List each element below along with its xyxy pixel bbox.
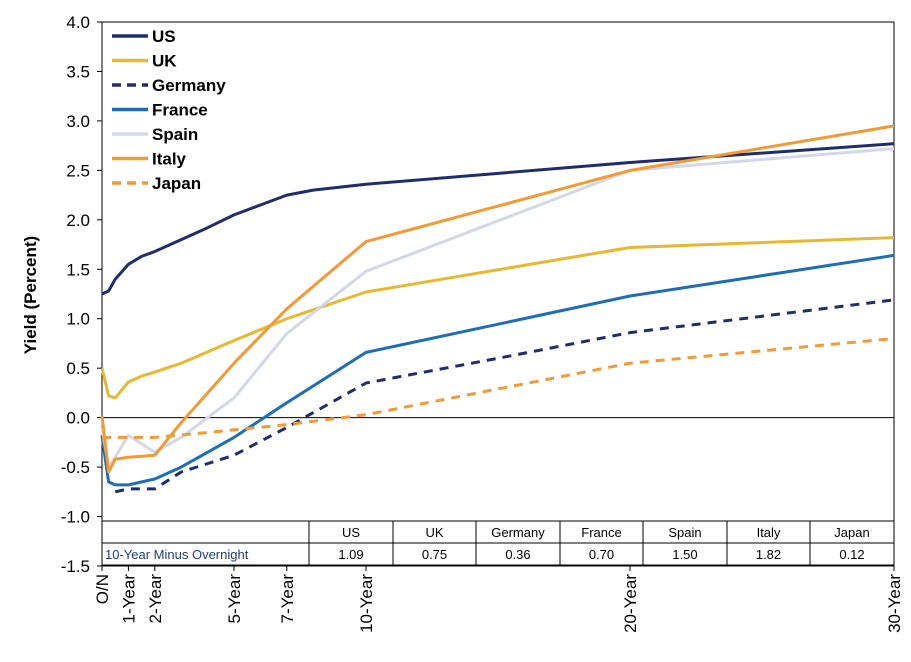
axes-layer: 4.0 3.5 3.0 2.5 2.0 1.5 1.0 0.5 0.0 -0.5 -1.0 -1.5O…: [61, 13, 904, 633]
y-tick-label: 0.5: [66, 359, 90, 378]
table-header-cell: Japan: [834, 525, 869, 540]
table-header-cell: US: [342, 525, 360, 540]
table-value-cell: 0.12: [839, 547, 864, 562]
legend-label-uk: UK: [152, 52, 177, 71]
table-header-cell: Italy: [757, 525, 781, 540]
series-line-uk: [100, 236, 895, 400]
y-tick-label: 2.5: [66, 161, 90, 180]
legend-label-japan: Japan: [152, 174, 201, 193]
y-axis-title: Yield (Percent): [21, 236, 40, 354]
y-tick-label: -1.5: [61, 557, 90, 576]
legend-label-italy: Italy: [152, 150, 187, 169]
table-header-cell: Spain: [668, 525, 701, 540]
table-row-label: 10-Year Minus Overnight: [105, 547, 249, 562]
table-value-cell: 1.09: [338, 547, 363, 562]
table-value-cell: 1.82: [756, 547, 781, 562]
table-value-cell: 0.75: [422, 547, 447, 562]
y-tick-label: 1.0: [66, 310, 90, 329]
series-line-spain: [100, 147, 895, 469]
series-layer: [100, 124, 895, 494]
legend-label-germany: Germany: [152, 76, 226, 95]
legend: US UK Germany France Spain Italy Japan: [112, 27, 226, 193]
table-header-cell: Germany: [491, 525, 545, 540]
series-line-italy: [100, 124, 895, 474]
legend-label-france: France: [152, 101, 208, 120]
x-tick-label: 10-Year: [357, 574, 376, 633]
y-tick-label: 1.5: [66, 260, 90, 279]
series-line-france: [100, 253, 895, 487]
table-value-cell: 0.70: [589, 547, 614, 562]
series-line-us: [101, 142, 895, 296]
legend-label-spain: Spain: [152, 125, 198, 144]
x-tick-label: 1-Year: [119, 574, 138, 624]
table-value-cell: 0.36: [505, 547, 530, 562]
y-tick-label: 4.0: [66, 13, 90, 32]
x-tick-label: 2-Year: [146, 574, 165, 624]
legend-label-us: US: [152, 27, 176, 46]
table-header-cell: UK: [425, 525, 443, 540]
series-line-japan: [102, 337, 895, 439]
x-tick-label: O/N: [93, 574, 112, 604]
table-value-cell: 1.50: [672, 547, 697, 562]
y-tick-label: 3.5: [66, 62, 90, 81]
x-tick-label: 30-Year: [885, 574, 904, 633]
y-tick-label: -0.5: [61, 458, 90, 477]
table-header-cell: France: [581, 525, 621, 540]
y-tick-label: 2.0: [66, 211, 90, 230]
x-tick-label: 7-Year: [278, 574, 297, 624]
data-table: US 1.09 UK 0.75 Germany 0.36 France 0.70 Spain 1.…: [101, 520, 895, 566]
x-tick-label: 20-Year: [621, 574, 640, 633]
x-tick-label: 5-Year: [225, 574, 244, 624]
series-line-germany: [114, 298, 895, 494]
y-tick-label: -1.0: [61, 508, 90, 527]
y-tick-label: 3.0: [66, 112, 90, 131]
y-tick-label: 0.0: [66, 409, 90, 428]
